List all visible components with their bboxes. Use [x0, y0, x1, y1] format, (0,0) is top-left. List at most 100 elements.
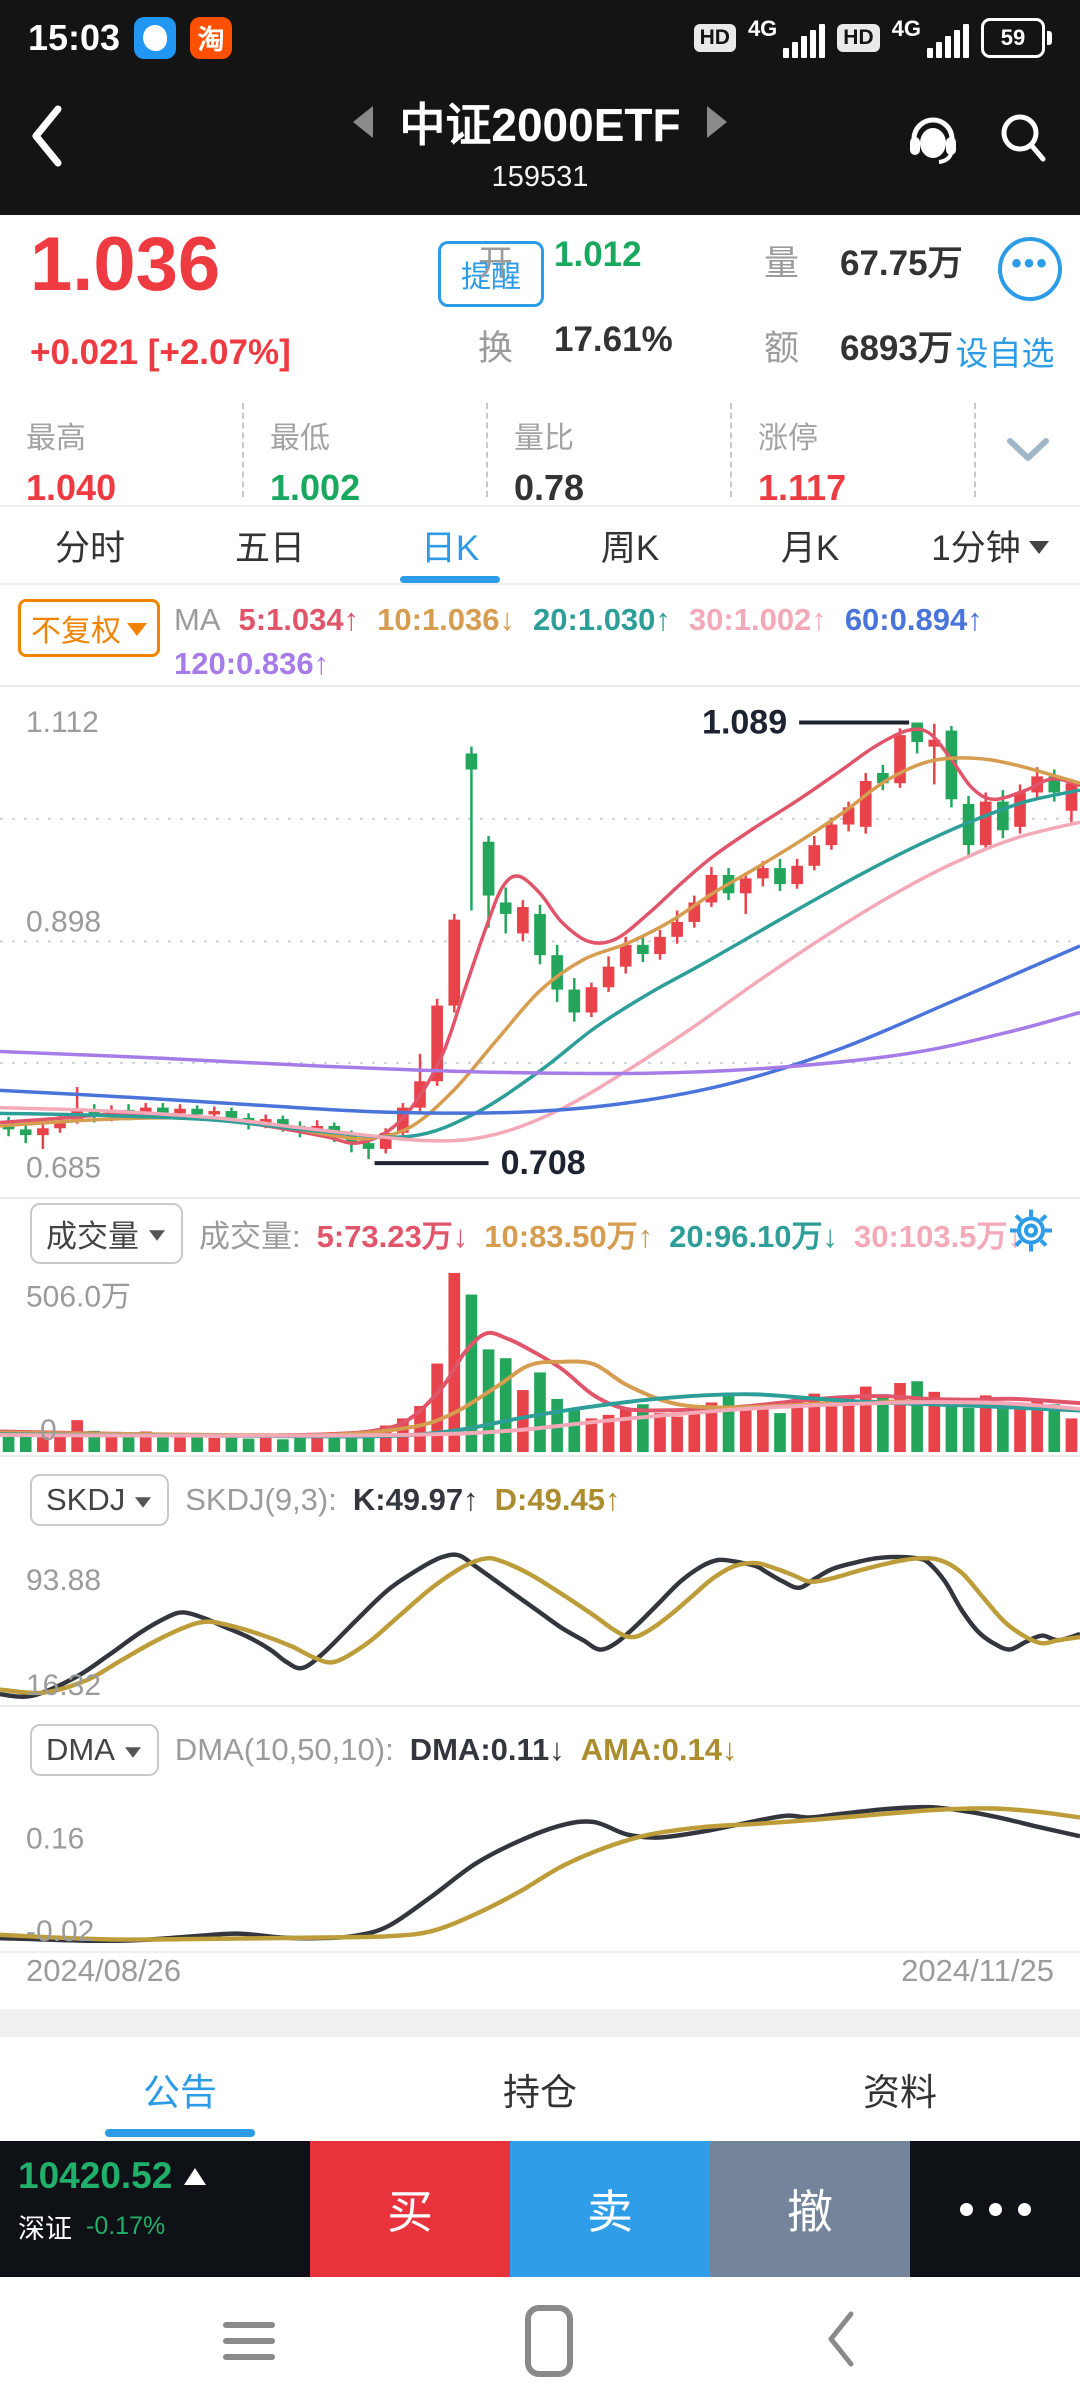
stat-value: 1.117: [758, 467, 847, 508]
adjust-mode-dropdown[interactable]: 不复权: [18, 599, 160, 657]
skdj-value: K:49.97↑: [352, 1482, 479, 1517]
section-divider: [0, 2009, 1080, 2037]
indicator-settings-gear-icon[interactable]: [1008, 1208, 1054, 1259]
svg-text:0.708: 0.708: [501, 1144, 586, 1182]
chat-notification-icon: [134, 16, 177, 59]
skdj-dropdown[interactable]: SKDJ: [30, 1474, 170, 1526]
quote-section: 1.036 提醒 +0.021 [+2.07%] 开 1.012 量 67.75万换 1…: [0, 215, 1080, 395]
bottom-tabs: 公告 持仓 资料: [0, 2037, 1080, 2141]
tab-日K[interactable]: 日K: [360, 507, 540, 583]
cancel-order-button[interactable]: 撤: [710, 2141, 910, 2277]
volume-value: 10:83.50万↑: [484, 1218, 654, 1254]
prev-stock-icon[interactable]: [353, 106, 374, 138]
network-type-1: 4G: [747, 15, 778, 41]
svg-text:1.112: 1.112: [26, 706, 99, 739]
stat-value: 1.040: [26, 467, 117, 508]
volume-dropdown[interactable]: 成交量: [30, 1202, 183, 1264]
ma-value: 120:0.836↑: [174, 646, 330, 681]
volume-value: 5:73.23万↓: [316, 1218, 469, 1254]
quote-field-value: 1.012: [554, 235, 642, 274]
index-value: 10420.52: [18, 2155, 173, 2196]
ma-values: MA 5:1.034↑ 10:1.036↓ 20:1.030↑ 30:1.002↑ 60:…: [174, 599, 1070, 685]
more-actions-button[interactable]: [910, 2141, 1080, 2277]
svg-text:0.685: 0.685: [26, 1152, 101, 1185]
ma-value: 5:1.034↑: [238, 602, 360, 637]
ma-value: 60:0.894↑: [844, 602, 983, 637]
tab-月K[interactable]: 月K: [780, 528, 840, 568]
tab-五日[interactable]: 五日: [234, 528, 305, 568]
quote-fields: 开 1.012 量 67.75万换 17.61% 额 6893万: [478, 235, 963, 371]
status-bar: 15:03 淘 HD 4G HD 4G 59: [0, 0, 1080, 75]
market-change: -0.17%: [86, 2212, 166, 2240]
stat-label: 最低: [270, 422, 330, 455]
android-nav-bar: [0, 2277, 1080, 2400]
ma-value: 30:1.002↑: [688, 602, 827, 637]
svg-text:16.32: 16.32: [26, 1669, 101, 1702]
back-icon[interactable]: [26, 103, 66, 174]
index-up-icon: [184, 2167, 207, 2185]
index-summary[interactable]: 10420.52 深证 -0.17%: [0, 2141, 310, 2277]
battery-icon: 59: [981, 17, 1052, 58]
signal-1: 4G: [747, 15, 826, 58]
quote-field-value: 17.61%: [554, 320, 673, 359]
start-date: 2024/08/26: [26, 1953, 182, 1988]
ma-prefix: MA: [174, 602, 221, 637]
stock-code: 159531: [491, 161, 589, 193]
title-bar: 中证2000ETF 159531: [0, 75, 1080, 215]
signal-bars-icon-1: [783, 23, 826, 58]
stat-label: 最高: [26, 422, 86, 455]
bottom-tab-公告[interactable]: 公告: [0, 2037, 360, 2141]
bottom-tab-资料[interactable]: 资料: [863, 2072, 937, 2113]
svg-text:0: 0: [40, 1414, 57, 1447]
trade-bar: 10420.52 深证 -0.17% 买 卖 撤: [0, 2141, 1080, 2277]
next-stock-icon[interactable]: [706, 106, 727, 138]
stat-最低: 最低 1.002: [244, 403, 488, 508]
search-icon[interactable]: [996, 109, 1050, 172]
hd-badge-2: HD: [837, 23, 880, 52]
dma-value: AMA:0.14↓: [580, 1732, 738, 1767]
stat-value: 1.002: [270, 467, 361, 508]
sell-button[interactable]: 卖: [510, 2141, 710, 2277]
dma-chart[interactable]: 0.16 -0.02: [0, 1793, 1080, 1953]
customer-service-icon[interactable]: [906, 109, 960, 172]
skdj-chart[interactable]: 93.88 16.32: [0, 1543, 1080, 1707]
volume-chart[interactable]: 506.0万 0: [0, 1267, 1080, 1457]
volume-indicator-header: 成交量 成交量: 5:73.23万↓ 10:83.50万↑ 20:96.10万↓ 30:1…: [0, 1197, 1080, 1267]
signal-2: 4G: [892, 17, 969, 58]
tab-分时[interactable]: 分时: [54, 528, 125, 568]
hd-badge-1: HD: [693, 23, 736, 52]
stat-value: 0.78: [514, 467, 585, 508]
period-tabs: 分时 五日 日K 周K 月K 1分钟: [0, 507, 1080, 585]
svg-text:1.089: 1.089: [702, 704, 787, 742]
more-options-icon[interactable]: •••: [998, 237, 1062, 301]
dma-indicator-header: DMA DMA(10,50,10): DMA:0.11↓ AMA:0.14↓: [0, 1707, 1080, 1793]
stat-label: 涨停: [758, 422, 818, 455]
stat-量比: 量比 0.78: [488, 403, 732, 508]
home-icon[interactable]: [525, 2305, 573, 2377]
alert-button[interactable]: 提醒: [438, 241, 544, 307]
quote-field-value: 6893万: [840, 329, 953, 368]
tab-周K[interactable]: 周K: [600, 528, 660, 568]
expand-stats-chevron[interactable]: [976, 395, 1080, 505]
svg-text:506.0万: 506.0万: [26, 1281, 131, 1314]
quote-field-label: 额: [764, 329, 800, 368]
volume-value: 20:96.10万↓: [669, 1218, 839, 1254]
price-change: +0.021 [+2.07%]: [30, 333, 291, 372]
buy-button[interactable]: 买: [310, 2141, 510, 2277]
stat-label: 量比: [514, 422, 574, 455]
skdj-value: D:49.45↑: [494, 1482, 621, 1517]
volume-params: 成交量:: [199, 1218, 301, 1254]
recent-apps-icon[interactable]: [223, 2322, 275, 2360]
quote-field-label: 换: [478, 329, 514, 368]
bottom-tab-持仓[interactable]: 持仓: [503, 2072, 577, 2113]
dma-dropdown[interactable]: DMA: [30, 1724, 159, 1776]
add-watchlist-button[interactable]: 设自选: [955, 335, 1055, 372]
quote-field-value: 67.75万: [840, 244, 963, 283]
status-time: 15:03: [28, 16, 121, 58]
skdj-params: SKDJ(9,3):: [185, 1482, 337, 1517]
tab-minute-dropdown[interactable]: 1分钟: [900, 507, 1080, 583]
nav-back-icon[interactable]: [823, 2309, 857, 2374]
svg-text:-0.02: -0.02: [26, 1915, 94, 1948]
candlestick-chart[interactable]: 1.112 0.898 0.685 1.089 0.708: [0, 687, 1080, 1197]
